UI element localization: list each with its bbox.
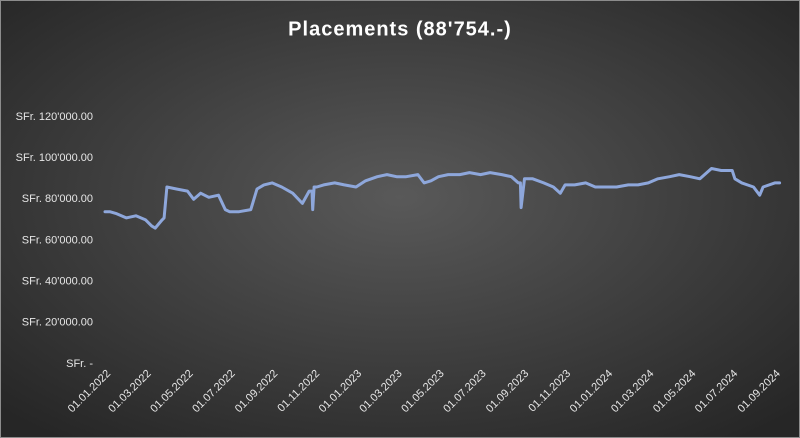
chart-title: Placements (88'754.-): [288, 18, 512, 40]
y-tick-label: SFr. 20'000.00: [22, 317, 93, 329]
y-tick-label: SFr. 120'000.00: [16, 111, 93, 123]
y-tick-label: SFr. 80'000.00: [22, 193, 93, 205]
y-tick-label: SFr. -: [66, 358, 93, 370]
data-line: [103, 167, 782, 230]
y-tick-label: SFr. 40'000.00: [22, 276, 93, 288]
y-tick-label: SFr. 60'000.00: [22, 234, 93, 246]
y-tick-label: SFr. 100'000.00: [16, 152, 93, 164]
